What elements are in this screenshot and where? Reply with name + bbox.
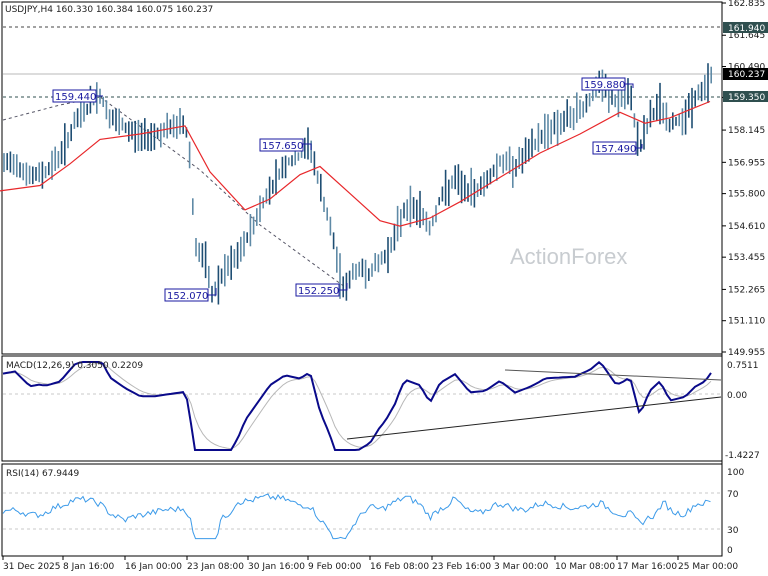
level-label-159350: 159.350 — [723, 91, 768, 103]
svg-text:157.650: 157.650 — [262, 141, 303, 152]
rsi-panel — [1, 463, 723, 557]
price-tick: 156.955 — [728, 158, 765, 168]
annotation-157650: 157.650 — [259, 138, 312, 152]
svg-text:159.880: 159.880 — [584, 80, 625, 91]
price-tick: 151.110 — [728, 317, 765, 327]
price-bars — [3, 63, 713, 305]
svg-text:161.940: 161.940 — [728, 24, 765, 34]
time-label: 30 Jan 16:00 — [248, 562, 305, 572]
rsi-tick-30: 30 — [727, 526, 739, 536]
macd-signal-line — [2, 362, 712, 450]
annotation-152070: 152.070 — [164, 288, 217, 302]
price-tick: 158.145 — [728, 126, 765, 136]
svg-text:159.350: 159.350 — [728, 93, 765, 103]
macd-main-line — [2, 360, 712, 451]
time-label: 23 Feb 16:00 — [432, 562, 491, 572]
time-label: 16 Feb 08:00 — [370, 562, 429, 572]
price-tick: 160.490 — [728, 63, 765, 73]
level-label-161940: 161.940 — [723, 22, 768, 34]
time-label: 3 Mar 00:00 — [494, 562, 549, 572]
price-tick: 162.835 — [728, 0, 765, 9]
macd-tick-top: 0.7511 — [727, 361, 759, 371]
price-tick: 153.455 — [728, 253, 765, 263]
time-label: 31 Dec 2025 — [3, 562, 61, 572]
time-label: 16 Jan 00:00 — [125, 562, 182, 572]
rsi-line — [2, 493, 711, 540]
rsi-tick-100: 100 — [727, 468, 744, 478]
macd-resistance-trendline — [504, 369, 722, 381]
rsi-tick-70: 70 — [727, 490, 739, 500]
macd-support-trendline — [346, 396, 722, 440]
moving-average-line — [0, 100, 711, 227]
time-label: 23 Jan 08:00 — [187, 562, 244, 572]
macd-panel — [1, 355, 723, 462]
price-tick: 152.265 — [728, 285, 765, 295]
svg-text:152.250: 152.250 — [298, 286, 339, 297]
time-label: 10 Mar 08:00 — [555, 562, 615, 572]
watermark: ActionForex — [510, 244, 627, 269]
annotation-159880: 159.880 — [581, 77, 634, 91]
symbol-header: USDJPY,H4 160.330 160.384 160.075 160.23… — [5, 5, 213, 15]
trendline-falling — [99, 96, 346, 288]
svg-text:160.237: 160.237 — [728, 70, 765, 80]
price-axis: 162.835 161.645 160.490 159.350 158.145 156.9… — [721, 0, 765, 556]
current-price-label: 160.237 — [723, 68, 768, 80]
macd-title: MACD(12,26,9) 0.3050 0.2209 — [6, 361, 143, 371]
time-label: 17 Mar 16:00 — [617, 562, 677, 572]
macd-tick-zero: 0.00 — [727, 391, 747, 401]
annotation-159440: 159.440 — [52, 89, 103, 103]
time-axis: 31 Dec 2025 8 Jan 16:00 16 Jan 00:00 23 Jan… — [2, 556, 738, 572]
time-label: 9 Feb 00:00 — [308, 562, 362, 572]
time-label: 8 Jan 16:00 — [63, 562, 115, 572]
svg-text:157.490: 157.490 — [595, 144, 636, 155]
rsi-tick-0: 0 — [727, 546, 733, 556]
price-tick: 154.610 — [728, 222, 765, 232]
rsi-title: RSI(14) 67.9449 — [6, 469, 79, 479]
svg-text:152.070: 152.070 — [167, 291, 208, 302]
time-label: 25 Mar 00:00 — [678, 562, 738, 572]
price-panel — [1, 1, 723, 355]
annotation-157490: 157.490 — [592, 141, 643, 155]
macd-tick-bottom: -1.4227 — [725, 451, 760, 461]
price-tick: 155.800 — [728, 190, 765, 200]
price-tick: 161.645 — [728, 31, 765, 41]
price-tick: 149.955 — [728, 348, 765, 358]
annotation-152250: 152.250 — [295, 283, 348, 297]
svg-text:159.440: 159.440 — [55, 92, 96, 103]
